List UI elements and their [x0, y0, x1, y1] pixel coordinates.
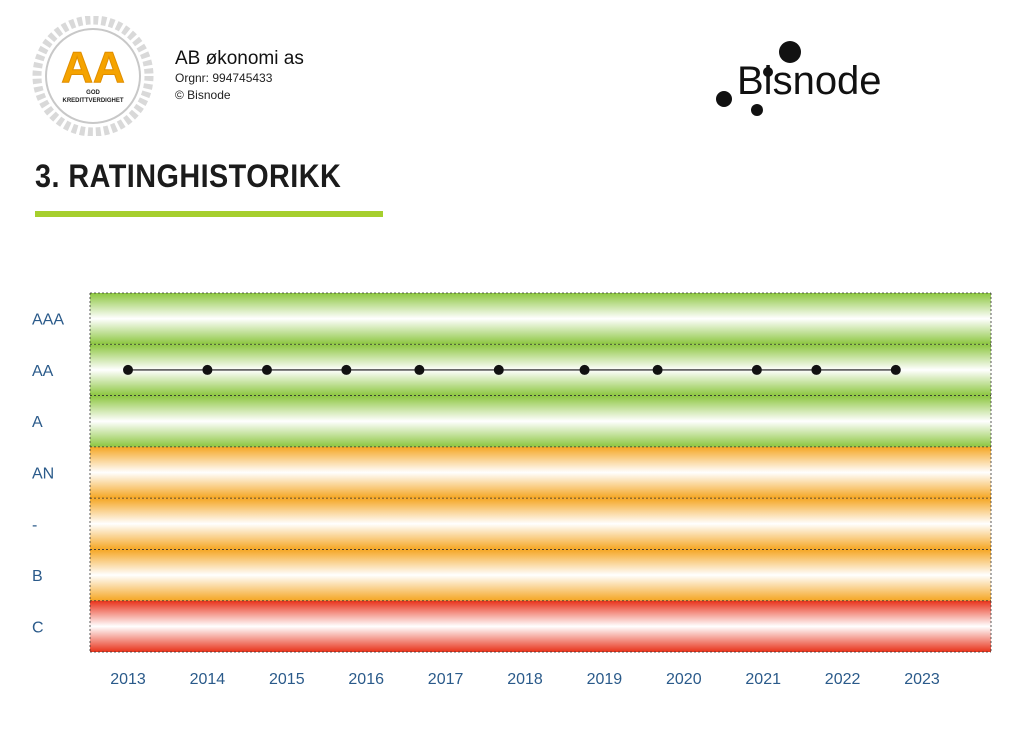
company-name: AB økonomi as: [175, 48, 304, 69]
rating-band-6: [90, 600, 991, 652]
rating-band-2: [90, 395, 991, 447]
company-info: AB økonomi as Orgnr: 994745433 © Bisnode: [175, 48, 304, 104]
y-tick-label: AA: [32, 363, 54, 380]
seal-caption-bottom: KREDITTVERDIGHET: [62, 98, 123, 104]
data-point: [890, 364, 901, 375]
y-tick-label: B: [32, 568, 43, 585]
y-tick-label: -: [32, 517, 37, 534]
x-tick-label: 2019: [587, 671, 623, 688]
data-point: [202, 364, 213, 375]
rating-band-4: [90, 498, 991, 550]
data-point: [123, 364, 133, 375]
data-point: [751, 364, 762, 375]
title-underline: [35, 211, 383, 217]
x-tick-label: 2013: [110, 671, 146, 688]
data-point: [261, 364, 272, 375]
y-tick-label: C: [32, 619, 44, 636]
x-tick-label: 2018: [507, 671, 543, 688]
logo-dot-left: [716, 91, 732, 107]
seal-rating-text: AA: [61, 43, 125, 92]
y-tick-label: AN: [32, 466, 54, 483]
data-point: [414, 364, 425, 375]
x-tick-label: 2021: [745, 671, 781, 688]
x-tick-label: 2023: [904, 671, 940, 688]
data-point: [579, 364, 590, 375]
x-tick-label: 2016: [348, 671, 384, 688]
y-tick-label: AAA: [32, 312, 64, 329]
credit-rating-seal: AA GOD KREDITTVERDIGHET: [32, 16, 154, 136]
laurel-wreath-icon: [32, 16, 154, 136]
rating-band-0: [90, 293, 991, 345]
rating-band-5: [90, 549, 991, 601]
logo-dot-bottom: [751, 104, 763, 116]
rating-band-3: [90, 446, 991, 499]
x-tick-label: 2020: [666, 671, 702, 688]
section-title: 3. RATINGHISTORIKK: [35, 158, 342, 194]
copyright-text: © Bisnode: [175, 88, 231, 102]
data-point: [811, 364, 822, 375]
seal-caption-top: GOD: [86, 90, 100, 96]
x-tick-label: 2015: [269, 671, 305, 688]
logo-wordmark: Bisnode: [737, 59, 882, 103]
org-number: Orgnr: 994745433: [175, 71, 273, 85]
x-tick-label: 2017: [428, 671, 464, 688]
bisnode-logo: Bisnode: [716, 41, 882, 116]
logo-dot-small: [763, 67, 773, 77]
data-point: [652, 364, 663, 375]
data-point: [341, 364, 352, 375]
logo-dot-large: [779, 41, 801, 63]
x-tick-label: 2014: [190, 671, 226, 688]
x-tick-label: 2022: [825, 671, 861, 688]
data-point: [493, 364, 504, 375]
y-tick-label: A: [32, 414, 43, 431]
